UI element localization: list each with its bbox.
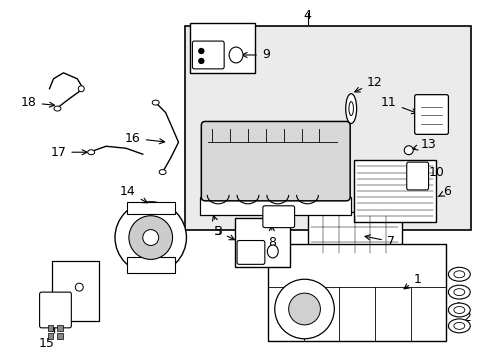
Ellipse shape — [453, 306, 464, 314]
Text: 1: 1 — [403, 273, 421, 289]
Text: 11: 11 — [380, 96, 416, 114]
Bar — [267, 243, 446, 341]
Ellipse shape — [447, 267, 469, 281]
Ellipse shape — [348, 102, 353, 116]
Text: 4: 4 — [303, 9, 311, 22]
FancyBboxPatch shape — [40, 292, 71, 328]
FancyBboxPatch shape — [237, 240, 264, 264]
Ellipse shape — [447, 303, 469, 317]
Bar — [47, 333, 53, 339]
Ellipse shape — [404, 146, 412, 155]
Text: 16: 16 — [125, 132, 164, 145]
Ellipse shape — [229, 47, 243, 63]
Circle shape — [115, 202, 186, 273]
Circle shape — [274, 279, 334, 339]
Ellipse shape — [447, 319, 469, 333]
Bar — [190, 23, 254, 73]
Bar — [235, 218, 289, 267]
Text: 15: 15 — [39, 328, 55, 350]
FancyBboxPatch shape — [263, 206, 294, 228]
Text: 18: 18 — [20, 96, 54, 109]
Text: 9: 9 — [242, 49, 269, 62]
Text: 8: 8 — [267, 226, 275, 248]
Circle shape — [129, 216, 172, 260]
Circle shape — [60, 300, 67, 308]
Text: 13: 13 — [412, 138, 435, 151]
Bar — [127, 202, 174, 214]
Circle shape — [142, 230, 158, 246]
Circle shape — [199, 49, 203, 54]
Circle shape — [288, 293, 320, 325]
FancyBboxPatch shape — [414, 95, 447, 134]
Bar — [127, 257, 174, 273]
Text: 6: 6 — [437, 185, 450, 198]
Ellipse shape — [453, 271, 464, 278]
Bar — [47, 325, 53, 331]
Ellipse shape — [447, 285, 469, 299]
Bar — [200, 197, 350, 215]
Text: 14: 14 — [120, 185, 147, 203]
Ellipse shape — [54, 106, 61, 111]
Bar — [353, 160, 435, 222]
Text: 5: 5 — [212, 216, 222, 238]
Circle shape — [199, 58, 203, 63]
Text: 10: 10 — [421, 166, 444, 179]
Circle shape — [75, 283, 83, 291]
Bar — [185, 26, 470, 230]
Text: 7: 7 — [364, 235, 394, 248]
Ellipse shape — [453, 289, 464, 296]
Ellipse shape — [453, 323, 464, 329]
FancyBboxPatch shape — [192, 41, 224, 69]
Ellipse shape — [87, 150, 95, 155]
Bar — [51, 261, 99, 321]
Text: 2: 2 — [457, 302, 470, 324]
Ellipse shape — [267, 245, 278, 258]
Bar — [57, 333, 63, 339]
Ellipse shape — [78, 86, 84, 92]
Ellipse shape — [152, 100, 159, 105]
FancyBboxPatch shape — [406, 162, 427, 190]
Bar — [57, 325, 63, 331]
Text: 12: 12 — [354, 76, 382, 92]
FancyBboxPatch shape — [201, 121, 349, 201]
Text: 17: 17 — [50, 146, 87, 159]
Bar — [307, 212, 401, 257]
Ellipse shape — [159, 170, 166, 175]
Ellipse shape — [345, 94, 356, 123]
Text: 3: 3 — [214, 225, 234, 240]
